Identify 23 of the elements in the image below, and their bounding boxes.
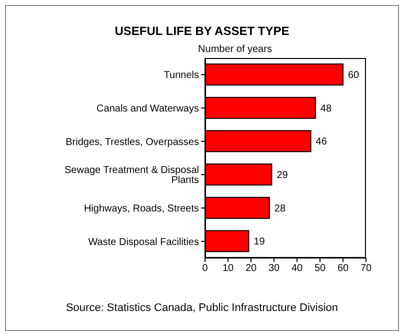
y-tick-label: Canals and Waterways — [96, 104, 199, 115]
y-tick-label: Sewage Treatment & Disposal Plants — [64, 165, 199, 186]
x-tick-label: 10 — [222, 263, 234, 274]
data-label: 19 — [254, 236, 266, 248]
x-tick-label: 60 — [337, 263, 349, 274]
y-tick-label: Bridges, Trestles, Overpasses — [66, 136, 199, 148]
chart-title: USEFUL LIFE BY ASSET TYPE — [114, 24, 290, 38]
x-tick-label: 0 — [202, 263, 208, 274]
data-label: 28 — [274, 203, 286, 214]
data-label: 46 — [316, 136, 328, 148]
x-tick-label: 20 — [245, 263, 257, 274]
x-tick-label: 70 — [360, 263, 372, 274]
x-tick-label: 50 — [314, 263, 326, 274]
data-label: 60 — [348, 70, 360, 82]
x-tick-label: 40 — [291, 263, 303, 274]
y-tick-label: Highways, Roads, Streets — [84, 204, 199, 215]
y-tick-label: Tunnels — [164, 70, 199, 82]
source-note: Source: Statistics Canada, Public Infrastructure Division — [64, 302, 340, 314]
y-tick-label: Waste Disposal Facilities — [88, 236, 199, 248]
x-axis-title: Number of years — [197, 44, 273, 55]
data-label: 29 — [276, 170, 288, 182]
data-label: 48 — [320, 103, 332, 114]
x-tick-label: 30 — [268, 263, 280, 274]
